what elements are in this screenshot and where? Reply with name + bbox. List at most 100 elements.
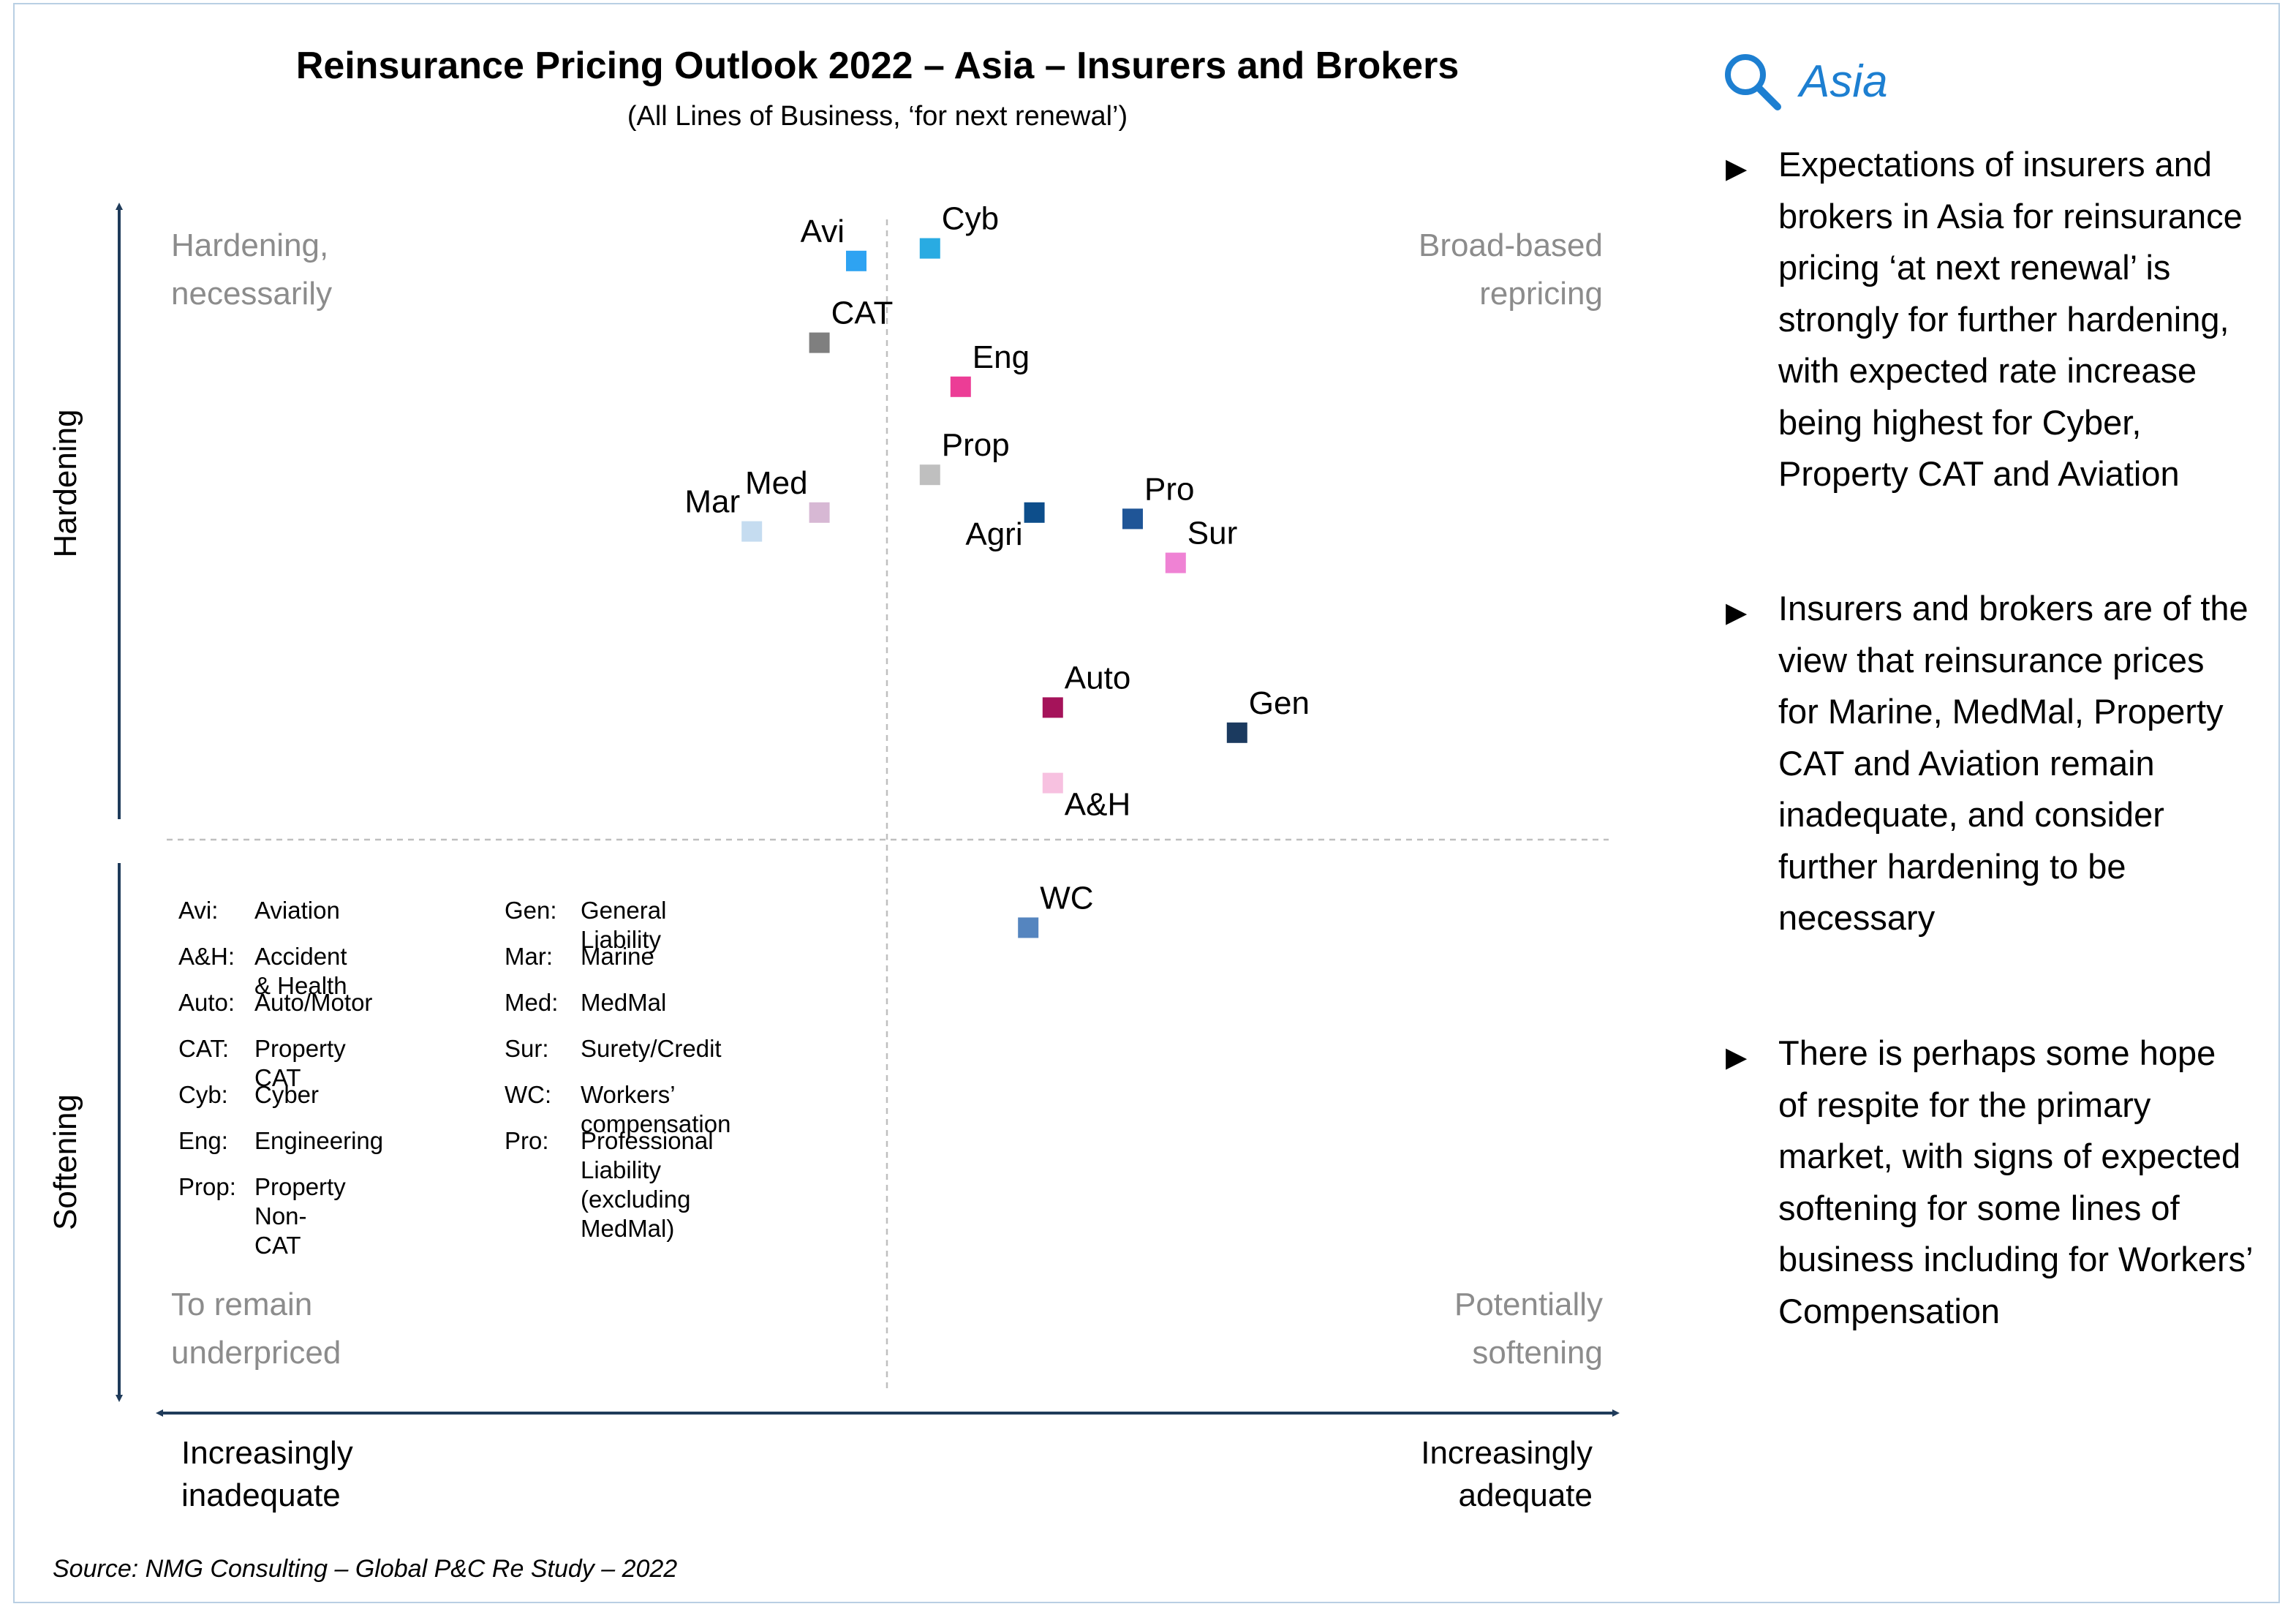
x-axis-label-line: Increasingly xyxy=(181,1435,353,1471)
glossary-abbr: WC: xyxy=(505,1081,552,1108)
glossary-full: Workers’ compensation xyxy=(581,1081,731,1137)
quadrant-label-bottom-left: To remain underpriced xyxy=(171,1281,341,1377)
sidebar-bullet: ▶ Insurers and brokers are of the view t… xyxy=(1726,583,2252,944)
source-note: Source: NMG Consulting – Global P&C Re S… xyxy=(53,1555,678,1583)
glossary-entry: Auto: Auto/Motor xyxy=(178,988,372,1017)
glossary-full: Marine xyxy=(581,943,654,970)
glossary-legend: Avi: Aviation A&H: Accident & Health Aut… xyxy=(178,896,910,1259)
point-marker-pro xyxy=(1122,508,1143,530)
point-label-sur: Sur xyxy=(1187,516,1237,551)
point-marker-med xyxy=(809,502,830,523)
quadrant-label-line: necessarily xyxy=(171,276,333,312)
glossary-abbr: Auto: xyxy=(178,989,235,1016)
point-marker-avi xyxy=(846,250,866,271)
quadrant-label-top-right: Broad-based repricing xyxy=(1419,222,1603,318)
chart-title: Reinsurance Pricing Outlook 2022 – Asia … xyxy=(295,45,1459,87)
glossary-entry: Prop: Property Non-CAT xyxy=(178,1172,346,1259)
bullet-arrow-icon: ▶ xyxy=(1726,598,1748,628)
bullet-arrow-icon: ▶ xyxy=(1726,154,1748,184)
point-marker-agri xyxy=(1024,502,1045,523)
point-label-ah: A&H xyxy=(1065,787,1130,823)
glossary-full: Accident & Health xyxy=(254,943,347,999)
glossary-entry: Eng: Engineering xyxy=(178,1126,383,1156)
point-marker-sur xyxy=(1165,552,1186,573)
point-marker-cat xyxy=(809,332,830,353)
glossary-entry: Gen: General Liability xyxy=(505,896,666,953)
quadrant-label-top-left: Hardening, necessarily xyxy=(171,222,332,318)
point-marker-prop xyxy=(919,464,940,486)
glossary-full: Cyber xyxy=(254,1081,320,1108)
glossary-entry: Cyb: Cyber xyxy=(178,1080,319,1110)
quadrant-label-line: Hardening, xyxy=(171,227,329,263)
quadrant-label-line: repricing xyxy=(1479,276,1603,312)
point-marker-cyb xyxy=(919,238,940,259)
point-label-eng: Eng xyxy=(973,339,1030,375)
glossary-abbr: Prop: xyxy=(178,1173,236,1200)
sidebar-heading: Asia xyxy=(1722,48,1888,114)
glossary-full: Engineering xyxy=(254,1127,384,1154)
point-label-cat: CAT xyxy=(831,295,894,331)
point-label-wc: WC xyxy=(1040,880,1093,916)
sidebar-bullet-text: Insurers and brokers are of the view tha… xyxy=(1778,589,2248,937)
sidebar-bullet: ▶ Expectations of insurers and brokers i… xyxy=(1726,139,2252,500)
glossary-abbr: CAT: xyxy=(178,1035,230,1062)
x-axis-label-line: adequate xyxy=(1458,1477,1593,1513)
glossary-abbr: Mar: xyxy=(505,943,553,970)
sidebar-heading-text: Asia xyxy=(1800,56,1888,107)
x-axis-label-line: inadequate xyxy=(181,1477,341,1513)
point-label-avi: Avi xyxy=(801,214,845,249)
glossary-full: Professional Liability (excluding MedMal… xyxy=(581,1127,714,1242)
glossary-full: General Liability xyxy=(581,897,667,953)
glossary-entry: CAT: Property CAT xyxy=(178,1034,346,1091)
point-label-mar: Mar xyxy=(684,484,740,520)
quadrant-label-line: Potentially xyxy=(1454,1287,1603,1322)
point-marker-gen xyxy=(1226,722,1247,743)
quadrant-label-line: Broad-based xyxy=(1419,227,1603,263)
point-marker-ah xyxy=(1042,772,1063,794)
quadrant-label-line: To remain xyxy=(171,1287,313,1322)
x-axis-label-right: Increasingly adequate xyxy=(1421,1432,1593,1517)
magnifier-icon xyxy=(1725,54,1781,110)
glossary-abbr: A&H: xyxy=(178,943,235,970)
point-marker-auto xyxy=(1042,697,1063,718)
glossary-abbr: Pro: xyxy=(505,1127,549,1154)
quadrant-label-bottom-right: Potentially softening xyxy=(1454,1281,1603,1377)
point-label-cyb: Cyb xyxy=(942,201,999,237)
glossary-full: MedMal xyxy=(581,989,667,1016)
chart-subtitle: (All Lines of Business, ‘for next renewa… xyxy=(627,101,1128,132)
point-label-med: Med xyxy=(745,465,808,501)
glossary-full: Property Non-CAT xyxy=(254,1173,346,1259)
glossary-full: Aviation xyxy=(254,897,340,924)
quadrant-label-line: underpriced xyxy=(171,1335,341,1371)
quadrant-label-line: softening xyxy=(1472,1335,1603,1371)
point-marker-mar xyxy=(741,521,763,542)
glossary-abbr: Gen: xyxy=(505,897,557,924)
point-label-agri: Agri xyxy=(965,516,1022,552)
sidebar-bullet-text: There is perhaps some hope of respite fo… xyxy=(1778,1033,2252,1330)
point-marker-wc xyxy=(1018,917,1039,938)
glossary-full: Surety/Credit xyxy=(581,1035,722,1062)
glossary-entry: Avi: Aviation xyxy=(178,896,340,925)
glossary-entry: Pro: Professional Liability (excluding M… xyxy=(505,1126,714,1242)
point-label-pro: Pro xyxy=(1144,471,1194,507)
glossary-entry: Sur: Surety/Credit xyxy=(505,1034,722,1063)
point-marker-eng xyxy=(950,376,971,397)
y-axis-label-hardening: Hardening xyxy=(48,409,83,558)
glossary-abbr: Sur: xyxy=(505,1035,549,1062)
y-axis-label-softening: Softening xyxy=(48,1094,83,1230)
glossary-entry: Med: MedMal xyxy=(505,988,666,1017)
glossary-full: Property CAT xyxy=(254,1035,346,1091)
slide-frame xyxy=(13,3,2280,1603)
glossary-abbr: Med: xyxy=(505,989,559,1016)
sidebar-bullet: ▶ There is perhaps some hope of respite … xyxy=(1726,1028,2252,1337)
point-label-auto: Auto xyxy=(1065,660,1131,696)
sidebar-bullet-text: Expectations of insurers and brokers in … xyxy=(1778,145,2243,493)
glossary-entry: A&H: Accident & Health xyxy=(178,942,347,999)
x-axis-label-line: Increasingly xyxy=(1421,1435,1593,1471)
glossary-entry: Mar: Marine xyxy=(505,942,654,971)
glossary-abbr: Avi: xyxy=(178,897,219,924)
glossary-entry: WC: Workers’ compensation xyxy=(505,1080,730,1137)
point-label-prop: Prop xyxy=(942,427,1010,463)
